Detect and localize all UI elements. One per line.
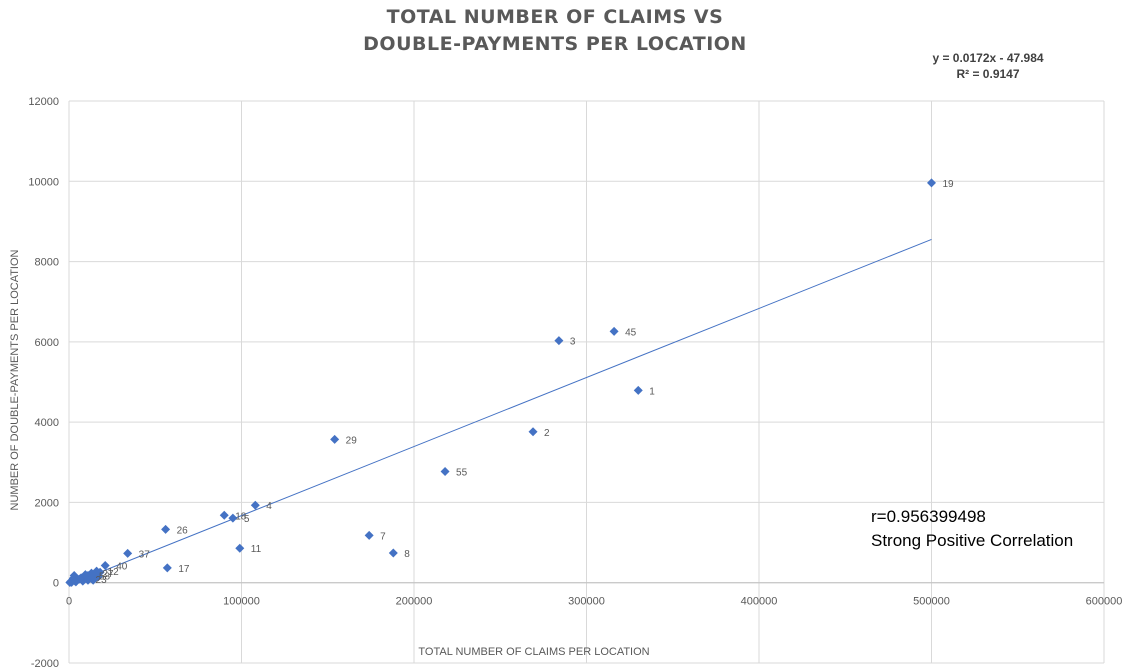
chart-title-line-2: DOUBLE-PAYMENTS PER LOCATION [363,33,747,55]
point-label: 23 [96,575,108,586]
point-label: 5 [244,514,250,525]
point-label: 45 [625,327,637,338]
trendline-path [68,238,932,586]
r-value-annotation: r=0.956399498 [871,507,986,526]
data-point [528,427,538,437]
data-points [65,178,936,588]
data-point [235,543,245,553]
point-label: 29 [346,435,358,446]
data-point [364,530,374,540]
data-point [93,572,103,582]
point-label: 8 [404,549,410,560]
y-tick-label: 12000 [28,96,59,108]
x-tick-label: 100000 [223,596,260,608]
gridlines [68,100,1105,664]
correlation-annotation: Strong Positive Correlation [871,531,1074,550]
y-tick-label: 10000 [28,176,59,188]
y-axis-label: NUMBER OF DOUBLE-PAYMENTS PER LOCATION [9,249,21,510]
data-point [927,178,936,188]
x-tick-label: 400000 [741,596,778,608]
y-tick-label: 4000 [35,417,59,429]
point-label: 7 [380,531,386,542]
point-label: 18 [235,511,247,522]
y-tick-label: 6000 [35,337,59,349]
trendline-r-squared: R² = 0.9147 [956,67,1020,81]
x-tick-labels: 0 100000 200000 300000 400000 500000 600000 [66,596,1122,608]
x-tick-label: 200000 [396,596,433,608]
y-tick-label: 2000 [35,497,59,509]
point-label: 40 [116,561,128,572]
point-label: 1 [649,386,655,397]
data-point [123,548,133,558]
y-tick-label: -2000 [31,658,59,670]
data-point [609,326,619,336]
data-point [161,524,171,534]
y-tick-label: 0 [53,578,59,590]
trendline [68,238,932,586]
data-point [228,513,238,523]
data-point [440,467,450,477]
data-point [86,573,96,583]
point-label: 12 [108,567,120,578]
data-point [250,500,260,510]
point-label: 17 [178,564,190,575]
point-label: 55 [456,468,468,479]
data-point [80,570,90,580]
point-label: 27 [102,569,114,580]
point-label: 26 [177,525,189,536]
data-point [633,385,643,395]
data-point [162,563,172,573]
trendline-equation: y = 0.0172x - 47.984 [932,51,1044,65]
point-label: 4 [266,501,272,512]
x-tick-label: 500000 [913,596,950,608]
data-point [554,336,564,346]
point-label: 37 [139,549,151,560]
point-label: 3 [570,337,576,348]
x-axis-label: TOTAL NUMBER OF CLAIMS PER LOCATION [418,646,650,658]
x-tick-label: 300000 [568,596,605,608]
y-tick-label: 8000 [35,257,59,269]
data-point [219,510,229,520]
x-tick-label: 600000 [1086,596,1123,608]
point-label: 58 [99,571,111,582]
data-point [100,560,110,570]
point-label: 19 [943,179,955,190]
y-tick-labels: -2000 0 2000 4000 6000 8000 10000 12000 [28,96,59,670]
point-label: 2 [544,428,550,439]
point-label: 11 [251,544,262,555]
data-point [330,434,340,444]
chart-title-line-1: TOTAL NUMBER OF CLAIMS VS [386,6,724,28]
data-point [388,548,398,558]
x-tick-label: 0 [66,596,72,608]
data-point [70,576,80,586]
